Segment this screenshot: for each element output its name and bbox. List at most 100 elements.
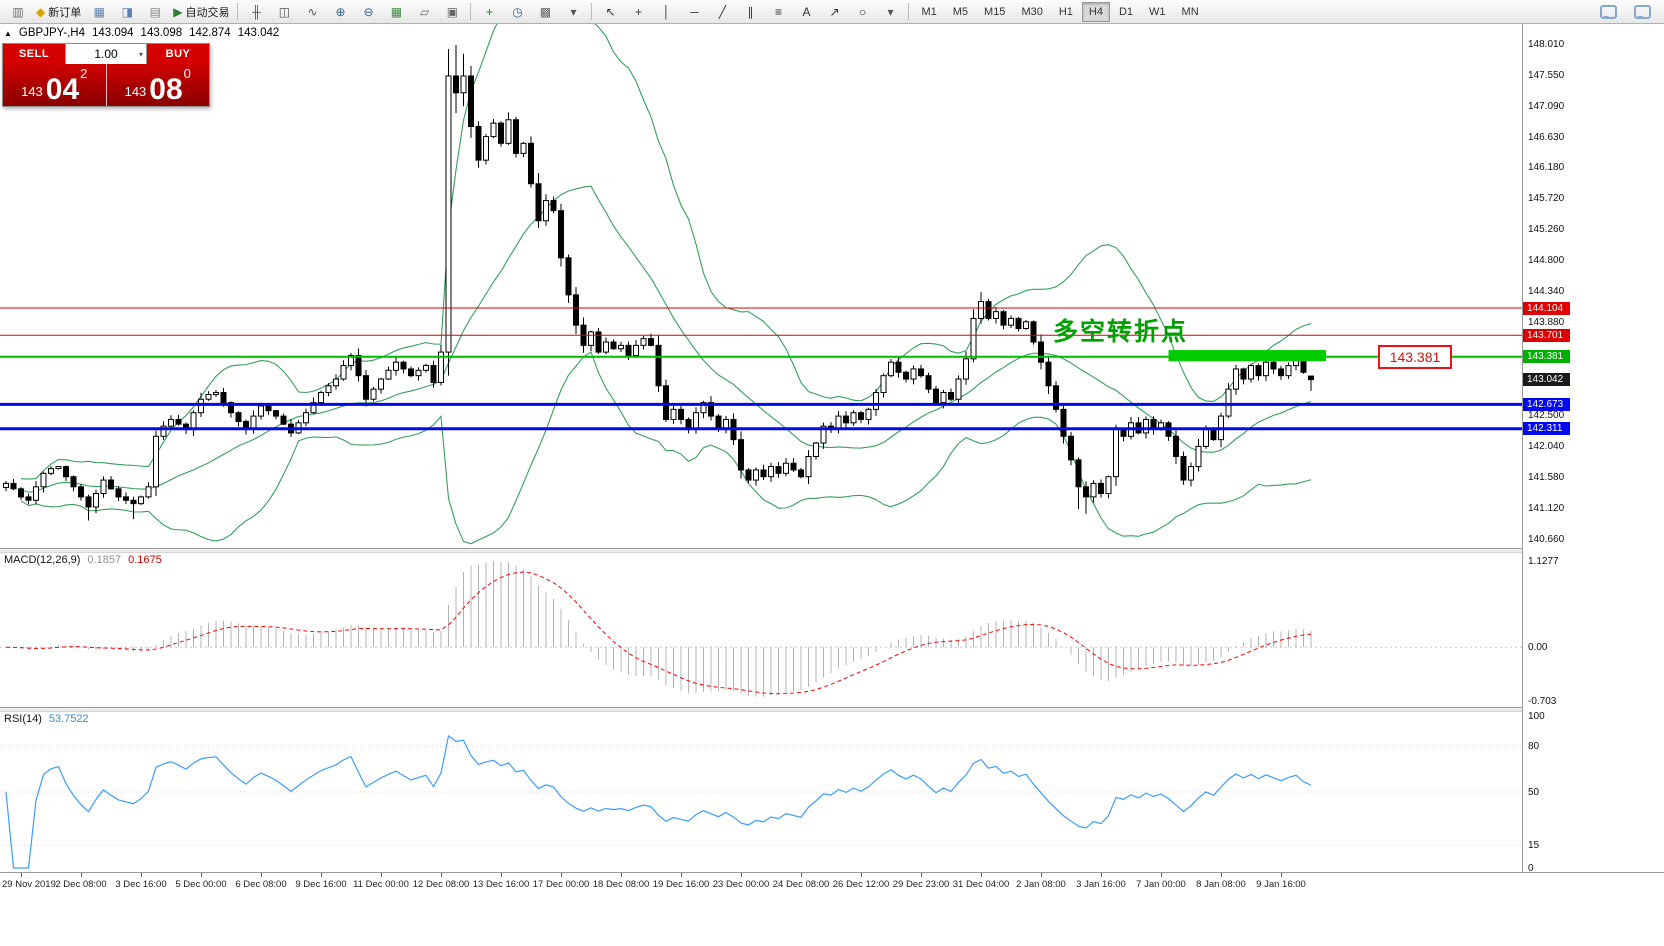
time-axis-tick [1101,873,1102,877]
buy-header-label[interactable]: BUY [147,44,209,64]
bar-open-value: 143.094 [91,27,134,39]
market-watch-icon[interactable]: ▦ [85,1,113,23]
arrange-windows-icon[interactable]: ▣ [438,1,466,23]
horizontal-line-icon[interactable]: ─ [680,1,708,23]
rsi-name: RSI(14) [4,713,42,725]
rsi-title: RSI(14) 53.7522 [4,713,89,725]
cascade-windows-icon[interactable]: ▱ [410,1,438,23]
price-axis-label: 147.550 [1528,69,1565,81]
cascade-windows-icon: ▱ [419,4,430,19]
toolbar-separator [591,3,593,20]
terminal-icon[interactable]: ▤ [141,1,169,23]
sell-header-label[interactable]: SELL [3,44,65,64]
fibonacci-icon[interactable]: ≡ [764,1,792,23]
fibonacci-icon: ≡ [774,4,782,19]
auto-trading-button[interactable]: ▶ 自动交易 [169,1,233,23]
price-axis-label: 142.500 [1528,410,1565,422]
price-marker-142.311: 142.311 [1523,422,1570,436]
zoom-out-icon[interactable]: ⊖ [354,1,382,23]
buy-button[interactable]: 143 08 0 [107,64,210,106]
volume-input[interactable]: 1.00 ▾ [65,44,147,64]
price-axis-label: 141.120 [1528,503,1565,515]
tools-dropdown-icon[interactable]: ▾ [876,1,904,23]
cursor-icon[interactable]: ↖ [596,1,624,23]
macd-histogram [13,560,1312,697]
time-axis-tick [321,873,322,877]
trendline-icon[interactable]: ╱ [708,1,736,23]
buy-price-sup: 0 [183,66,191,81]
template-dropdown-icon: ▾ [570,4,577,19]
community-chat-icon[interactable] [1594,1,1622,23]
timeframe-m30[interactable]: M30 [1021,5,1043,18]
text-icon[interactable]: A [792,1,820,23]
channel-icon[interactable]: ∥ [736,1,764,23]
time-axis-label: 7 Jan 00:00 [1136,879,1186,890]
rsi-panel-svg[interactable] [0,710,1522,872]
macd-axis-label: 0.00 [1528,642,1548,654]
price-axis-label: 142.040 [1528,441,1565,453]
tools-dropdown-icon: ▾ [887,4,894,19]
timeframe-w1[interactable]: W1 [1149,5,1166,18]
add-chart-icon[interactable]: + [475,1,503,23]
time-axis-tick [921,873,922,877]
candles [3,45,1314,521]
period-icon[interactable]: ◷ [503,1,531,23]
navigator-icon[interactable]: ◨ [113,1,141,23]
time-axis-label: 9 Dec 16:00 [295,879,347,890]
timeframe-m1[interactable]: M1 [921,5,937,18]
arrows-icon[interactable]: ↗ [820,1,848,23]
support-chat-icon[interactable] [1628,1,1656,23]
crosshair-icon[interactable]: + [624,1,652,23]
green-rectangle-annotation[interactable] [1168,350,1327,362]
price-axis: 148.010 147.550 147.090 146.630 146.180 145.7… [1522,24,1664,874]
timeframe-d1[interactable]: D1 [1118,5,1134,18]
volume-dropdown-icon[interactable]: ▾ [138,49,143,59]
panel-separator[interactable] [0,548,1664,553]
candlestick-chart-icon[interactable]: ◫ [270,1,298,23]
collapse-trade-panel-icon[interactable]: ▲ [4,28,12,38]
timeframe-mn[interactable]: MN [1181,5,1199,18]
price-callout-label[interactable]: 143.381 [1378,345,1452,369]
time-axis-label: 23 Dec 00:00 [712,879,770,890]
price-axis-label: 143.880 [1528,317,1565,329]
sell-button[interactable]: 143 04 2 [3,64,107,106]
market-watch-icon: ▦ [93,4,105,19]
new-chart-icon[interactable]: ▥ [4,1,32,23]
time-axis-label: 5 Dec 00:00 [175,879,227,890]
timeframe-h1[interactable]: H1 [1058,5,1073,18]
macd-signal-line [5,571,1312,695]
buy-price-prefix: 143 [124,84,147,99]
timeframe-h4[interactable]: H4 [1081,1,1110,22]
navigator-icon: ◨ [121,4,133,19]
template-dropdown-icon[interactable]: ▾ [559,1,587,23]
vertical-line-icon[interactable]: │ [652,1,680,23]
tile-windows-icon[interactable]: ▦ [382,1,410,23]
chinese-text-annotation[interactable]: 多空转折点 [1053,318,1189,346]
shapes-icon[interactable]: ○ [848,1,876,23]
bar-chart-icon: ╫ [252,4,261,19]
toolbar-separator [908,3,910,20]
bar-chart-icon[interactable]: ╫ [242,1,270,23]
time-axis-label: 24 Dec 08:00 [772,879,830,890]
macd-panel-svg[interactable] [0,551,1522,707]
time-axis-label: 18 Dec 08:00 [592,879,650,890]
symbol-info: ▲ GBPJPY-,H4 143.094 143.098 142.874 143… [4,27,279,39]
time-axis-tick [681,873,682,877]
support-chat-icon [1633,5,1651,19]
bollinger-bands [20,24,1312,545]
panel-separator[interactable] [0,707,1664,712]
template-icon[interactable]: ▩ [531,1,559,23]
new-order-button[interactable]: ◆ 新订单 [32,1,85,23]
timeframe-m15[interactable]: M15 [984,5,1006,18]
time-axis-label: 3 Dec 16:00 [115,879,167,890]
arrows-icon: ↗ [829,4,840,19]
horizontal-line-icon: ─ [690,4,699,19]
macd-main-value: 0.1857 [87,554,122,566]
zoom-out-icon: ⊖ [363,4,374,19]
time-axis-label: 6 Dec 08:00 [235,879,287,890]
line-chart-icon[interactable]: ∿ [298,1,326,23]
zoom-in-icon[interactable]: ⊕ [326,1,354,23]
price-chart-svg[interactable] [0,24,1522,548]
timeframe-m5[interactable]: M5 [952,5,969,18]
toolbar-separator [237,3,239,20]
